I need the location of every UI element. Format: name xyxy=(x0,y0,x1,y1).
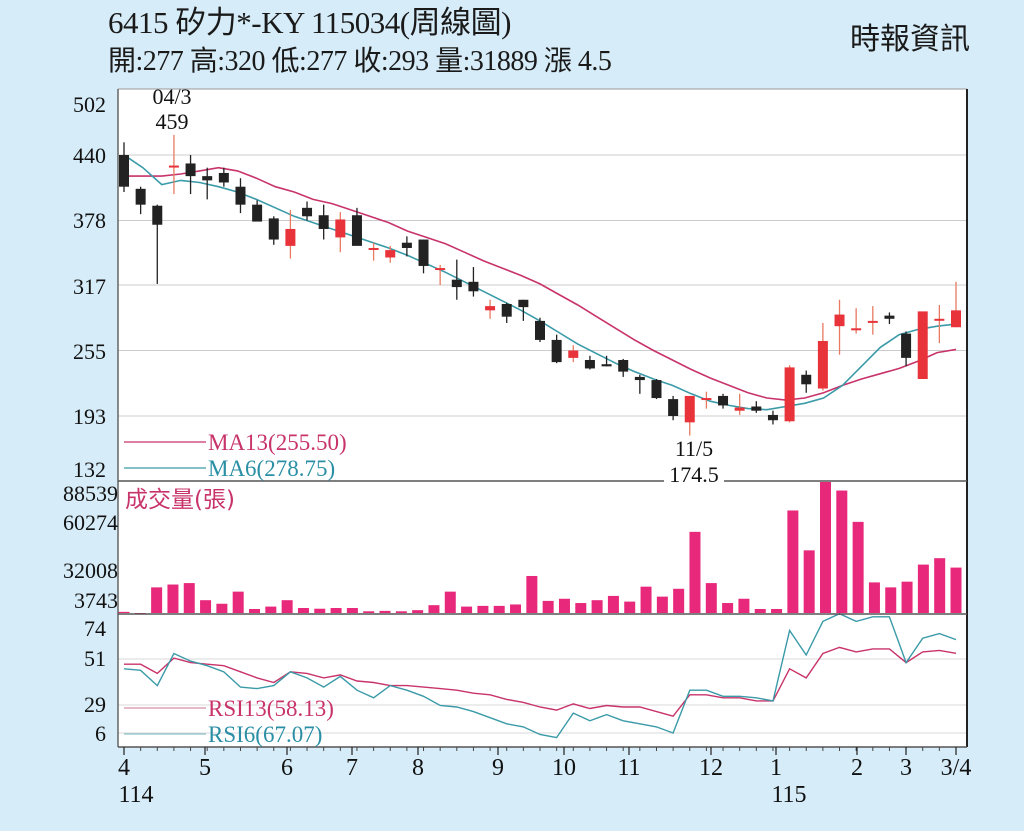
svg-text:440: 440 xyxy=(73,143,106,168)
chart-title: 6415 矽力*-KY 115034(周線圖) xyxy=(108,5,511,40)
svg-text:11/5: 11/5 xyxy=(675,436,713,461)
svg-text:60274: 60274 xyxy=(63,510,118,535)
svg-text:10: 10 xyxy=(552,755,576,781)
svg-text:3: 3 xyxy=(900,755,912,781)
svg-text:8: 8 xyxy=(412,755,424,781)
svg-text:4: 4 xyxy=(118,755,130,781)
svg-text:317: 317 xyxy=(73,274,106,299)
svg-text:51: 51 xyxy=(84,646,106,671)
svg-text:04/3: 04/3 xyxy=(152,84,191,109)
svg-text:7: 7 xyxy=(346,755,358,781)
low-annotation: 11/5 174.5 xyxy=(664,436,724,487)
svg-text:9: 9 xyxy=(492,755,504,781)
rsi-axis: 74 51 29 6 xyxy=(84,616,106,746)
svg-text:502: 502 xyxy=(73,92,106,117)
svg-text:115: 115 xyxy=(771,782,806,808)
rsi13-legend: RSI13(58.13) xyxy=(208,696,334,721)
svg-text:6: 6 xyxy=(95,721,106,746)
svg-text:12: 12 xyxy=(699,755,723,781)
svg-text:32008: 32008 xyxy=(63,558,118,583)
svg-text:255: 255 xyxy=(73,339,106,364)
candlesticks xyxy=(119,134,961,436)
rsi-panel xyxy=(118,614,967,747)
svg-text:11: 11 xyxy=(617,755,640,781)
svg-text:2: 2 xyxy=(851,755,863,781)
svg-text:74: 74 xyxy=(84,616,106,641)
x-axis xyxy=(123,747,957,755)
rsi-lines xyxy=(123,612,957,739)
svg-text:459: 459 xyxy=(156,109,189,134)
svg-text:5: 5 xyxy=(199,755,211,781)
svg-text:88539: 88539 xyxy=(63,481,118,506)
volume-axis: 88539 60274 32008 3743 xyxy=(63,481,118,613)
price-axis: 502 440 378 317 255 193 132 xyxy=(73,92,106,482)
rsi6-legend: RSI6(67.07) xyxy=(208,722,322,747)
brand-label: 時報資訊 xyxy=(850,22,970,57)
rsi-legend: RSI13(58.13) RSI6(67.07) xyxy=(124,696,334,747)
ma-legend: MA13(255.50) MA6(278.75) xyxy=(124,430,347,481)
svg-text:1: 1 xyxy=(770,755,782,781)
svg-text:6: 6 xyxy=(281,755,293,781)
volume-title: 成交量(張) xyxy=(125,487,235,513)
svg-text:174.5: 174.5 xyxy=(669,462,719,487)
high-annotation: 04/3 459 xyxy=(152,84,191,134)
svg-text:3743: 3743 xyxy=(74,588,118,613)
ohlc-summary: 開:277 高:320 低:277 收:293 量:31889 漲 4.5 xyxy=(108,46,612,77)
x-axis-labels: 4 5 6 7 8 9 10 11 12 1 2 3 3/4 114 115 xyxy=(118,755,971,808)
svg-text:3/4: 3/4 xyxy=(941,755,972,781)
ma6-legend: MA6(278.75) xyxy=(208,456,335,481)
svg-text:193: 193 xyxy=(73,404,106,429)
svg-text:378: 378 xyxy=(73,208,106,233)
svg-text:114: 114 xyxy=(118,782,153,808)
svg-text:29: 29 xyxy=(84,692,106,717)
svg-text:132: 132 xyxy=(73,457,106,482)
ma13-legend: MA13(255.50) xyxy=(208,430,347,455)
volume-bars xyxy=(118,482,962,614)
